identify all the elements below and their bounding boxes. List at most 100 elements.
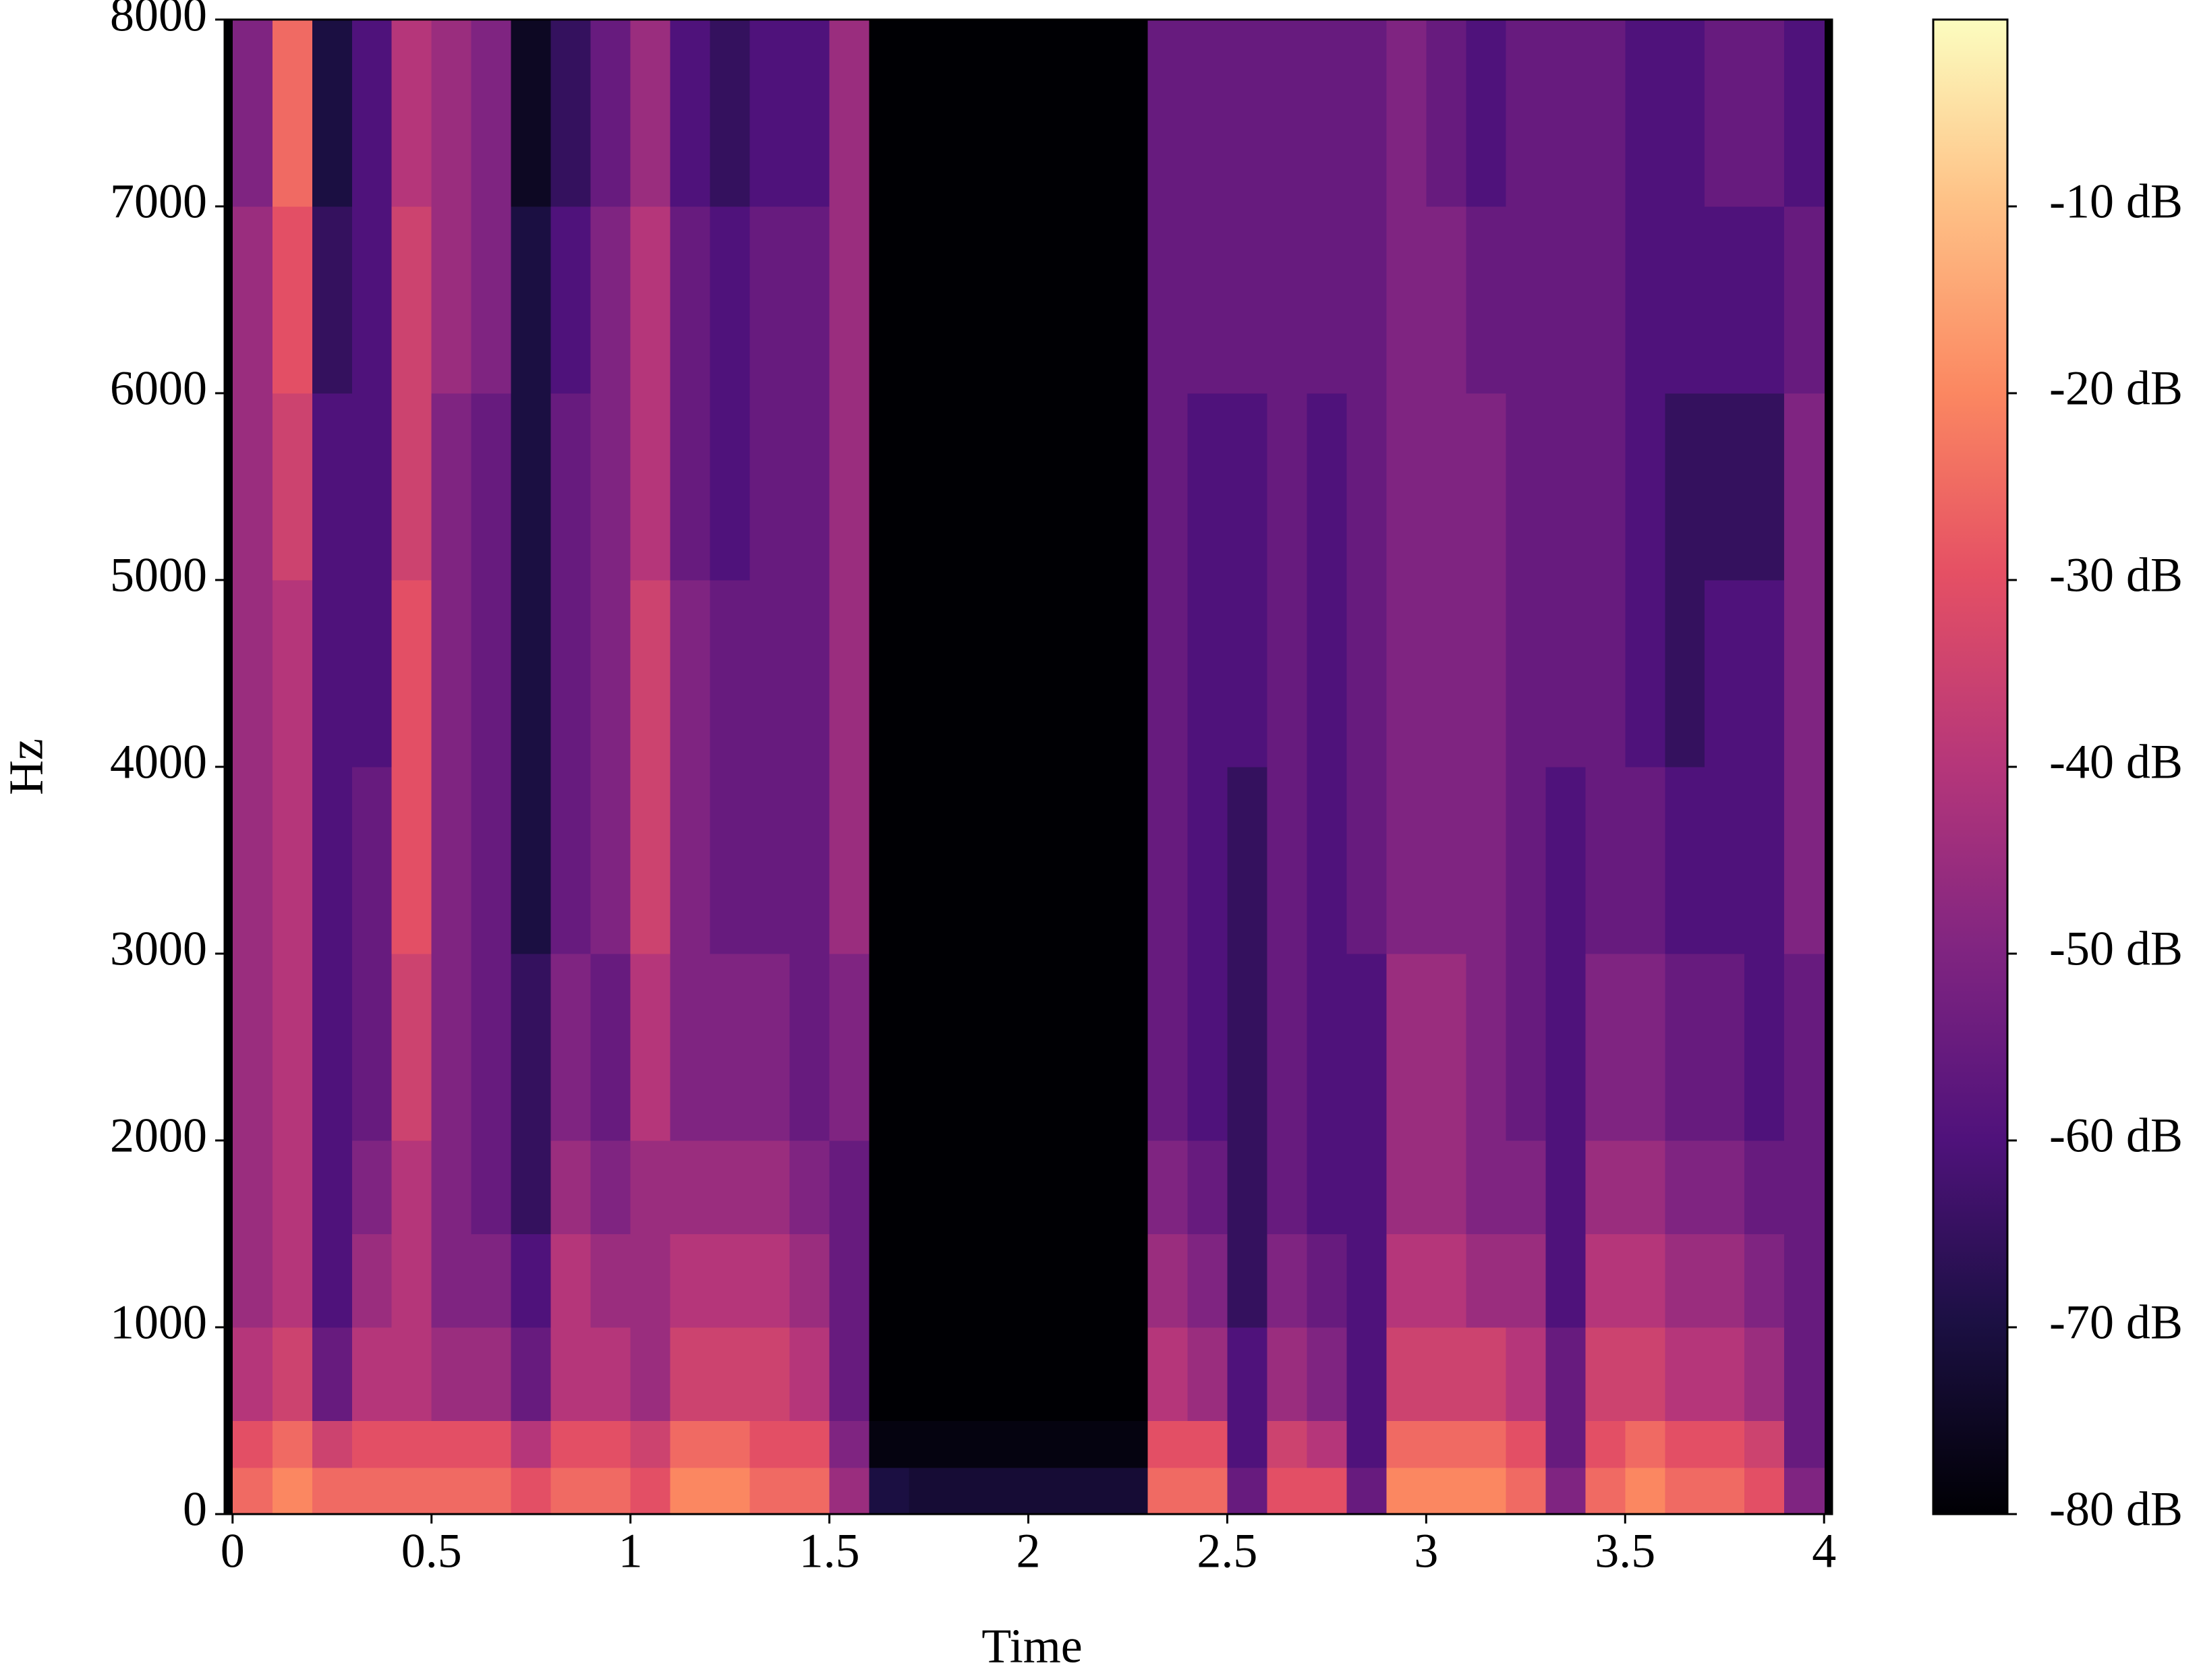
cell: [789, 1140, 830, 1235]
cell: [1028, 1420, 1069, 1468]
cell: [511, 1234, 552, 1328]
cell: [749, 1420, 791, 1468]
cell: [789, 1327, 830, 1422]
cell: [909, 1327, 950, 1422]
cell: [710, 1467, 751, 1515]
cell: [948, 20, 990, 207]
x-tick-label: 0: [221, 1524, 245, 1578]
cell: [1426, 393, 1466, 581]
cell: [988, 767, 1029, 954]
cell: [1307, 767, 1347, 954]
cell: [988, 393, 1029, 581]
cell: [431, 206, 472, 394]
cell: [312, 1234, 353, 1328]
x-tick-label: 1: [619, 1524, 643, 1578]
cell: [1585, 206, 1626, 394]
cell: [710, 767, 751, 954]
cell: [1386, 393, 1427, 581]
cell: [1147, 206, 1189, 394]
cell: [550, 1327, 592, 1422]
cell: [1108, 20, 1149, 207]
cell: [1545, 206, 1586, 394]
cell: [1147, 580, 1189, 767]
cell: [1346, 1327, 1387, 1422]
cell: [948, 1234, 990, 1328]
cell: [391, 1327, 432, 1422]
cell: [710, 1327, 751, 1422]
cell: [1665, 1140, 1705, 1235]
cell: [1744, 580, 1785, 767]
cell: [550, 767, 592, 954]
cell: [431, 580, 472, 767]
cell: [789, 20, 830, 207]
cell: [1267, 580, 1307, 767]
cell: [1386, 206, 1427, 394]
cell: [909, 20, 950, 207]
cell: [1784, 580, 1825, 767]
cell: [511, 20, 552, 207]
cell: [710, 1234, 751, 1328]
cell: [1147, 1420, 1189, 1468]
cell: [1386, 954, 1427, 1141]
cell: [1307, 954, 1347, 1141]
cell: [431, 1467, 472, 1515]
cell: [909, 580, 950, 767]
cell: [351, 954, 393, 1141]
cell: [1506, 1467, 1546, 1515]
y-tick-label: 6000: [110, 361, 207, 415]
cell: [1625, 767, 1665, 954]
cell: [710, 954, 751, 1141]
cell: [1545, 1467, 1586, 1515]
cell: [312, 767, 353, 954]
cell: [909, 1420, 950, 1468]
cell: [988, 206, 1029, 394]
cell: [1744, 1420, 1785, 1468]
cell: [1426, 1234, 1466, 1328]
cell: [1705, 20, 1745, 207]
cell: [1187, 393, 1228, 581]
cell: [1665, 767, 1705, 954]
cell: [1665, 1234, 1705, 1328]
cell: [909, 1467, 950, 1515]
cell: [749, 1234, 791, 1328]
cell: [1426, 580, 1466, 767]
cell: [431, 954, 472, 1141]
cell: [1307, 1327, 1347, 1422]
cell: [1426, 1140, 1466, 1235]
cell: [232, 20, 273, 207]
cell: [1506, 1234, 1546, 1328]
cell: [351, 1234, 393, 1328]
cell: [590, 954, 631, 1141]
cell: [1426, 20, 1466, 207]
cell: [1267, 1140, 1307, 1235]
cell: [1585, 954, 1626, 1141]
cell: [590, 580, 631, 767]
cell: [909, 1234, 950, 1328]
cell: [988, 1467, 1029, 1515]
cell: [511, 206, 552, 394]
cell: [1346, 1234, 1387, 1328]
cell: [1625, 580, 1665, 767]
y-tick-label: 2000: [110, 1109, 207, 1163]
cell: [1187, 1467, 1228, 1515]
cell: [749, 954, 791, 1141]
cell: [391, 206, 432, 394]
cell: [869, 954, 910, 1141]
cell: [1267, 767, 1307, 954]
cell: [1705, 767, 1745, 954]
cell: [1784, 20, 1825, 207]
cell: [1705, 206, 1745, 394]
cell: [471, 767, 512, 954]
cell: [1506, 206, 1546, 394]
cell: [511, 1467, 552, 1515]
cell: [431, 1327, 472, 1422]
cell: [1307, 1234, 1347, 1328]
cell: [948, 1140, 990, 1235]
cell: [511, 1420, 552, 1468]
cell: [1346, 20, 1387, 207]
cell: [590, 1327, 631, 1422]
cell: [312, 206, 353, 394]
cell: [550, 206, 592, 394]
cell: [351, 20, 393, 207]
cell: [232, 1327, 273, 1422]
